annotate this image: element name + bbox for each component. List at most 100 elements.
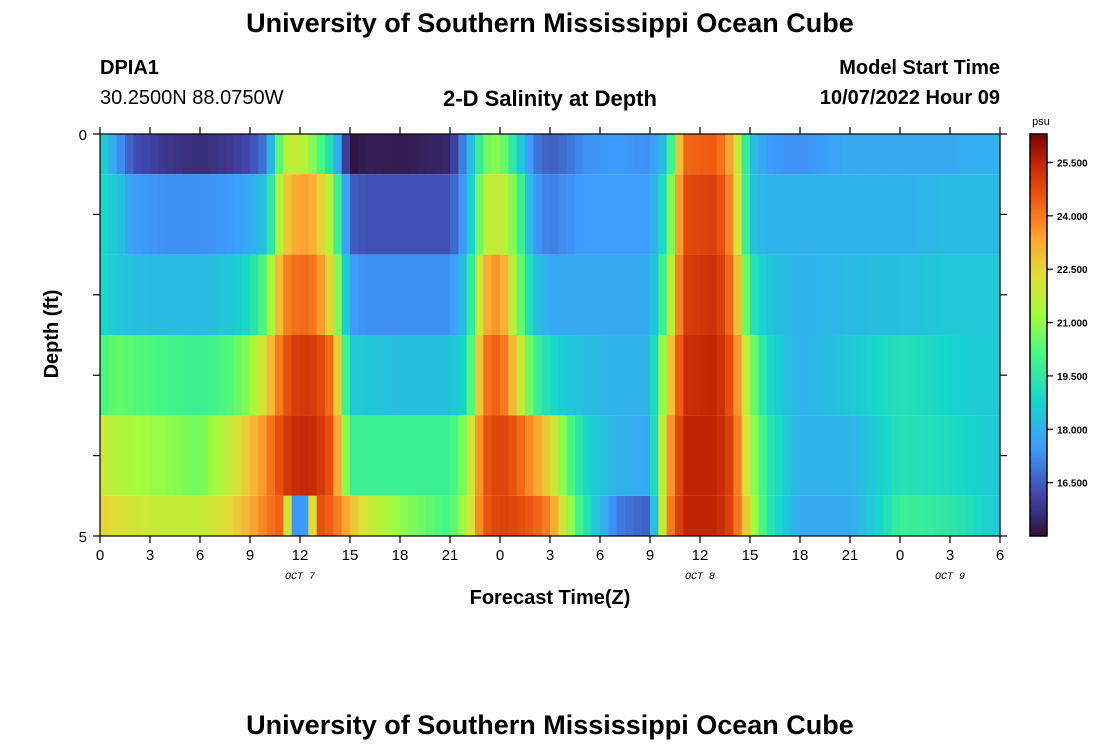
heatmap-cell (633, 415, 643, 496)
heatmap-cell (908, 254, 918, 335)
heatmap-cell (375, 415, 384, 496)
heatmap-cell (883, 335, 893, 416)
heatmap-cell (575, 134, 584, 175)
heatmap-cell (400, 134, 409, 175)
heatmap-cell (466, 415, 476, 496)
heatmap-cell (516, 174, 526, 255)
heatmap-cell (333, 335, 343, 416)
heatmap-cell (891, 335, 901, 416)
heatmap-cell (908, 174, 918, 255)
heatmap-cell (616, 495, 626, 536)
footer-title: University of Southern Mississippi Ocean… (246, 710, 854, 740)
heatmap-cell (858, 134, 868, 175)
heatmap-cell (483, 415, 493, 496)
heatmap-cell (625, 495, 634, 536)
heatmap-cell (316, 335, 326, 416)
heatmap-cell (125, 415, 134, 496)
heatmap-cell (783, 254, 793, 335)
heatmap-cell (791, 134, 801, 175)
colorbar: psu (1029, 116, 1050, 537)
heatmap-cell (883, 134, 893, 175)
heatmap-cell (150, 495, 159, 536)
heatmap-cell (425, 254, 434, 335)
heatmap-cell (758, 495, 768, 536)
date-label: OCT 9 (935, 572, 965, 583)
heatmap-cell (583, 254, 593, 335)
heatmap-cell (433, 495, 443, 536)
heatmap-cell (475, 415, 484, 496)
heatmap-cell (616, 254, 626, 335)
heatmap-cell (291, 134, 301, 175)
heatmap-cell (416, 174, 426, 255)
heatmap-cell (566, 495, 576, 536)
heatmap-cell (933, 415, 943, 496)
heatmap-cell (716, 174, 726, 255)
heatmap-cell (950, 254, 959, 335)
heatmap-cell (300, 134, 309, 175)
heatmap-cell (400, 415, 409, 496)
heatmap-cell (408, 174, 418, 255)
heatmap-cell (958, 134, 968, 175)
heatmap-cell (675, 254, 684, 335)
heatmap-cell (291, 254, 301, 335)
heatmap-cell (183, 254, 193, 335)
heatmap-cell (641, 495, 651, 536)
heatmap-cell (908, 134, 918, 175)
heatmap-cell (591, 134, 601, 175)
heatmap-cell (358, 495, 368, 536)
heatmap-cell (925, 415, 934, 496)
heatmap-cell (950, 415, 959, 496)
heatmap-cell (766, 134, 776, 175)
heatmap-cell (975, 254, 984, 335)
heatmap-cell (200, 335, 209, 416)
heatmap-cell (916, 134, 926, 175)
heatmap-cell (575, 254, 584, 335)
heatmap-cell (791, 495, 801, 536)
heatmap-cell (775, 134, 784, 175)
heatmap-cell (100, 415, 109, 496)
heatmap-cell (366, 415, 376, 496)
heatmap-cell (908, 335, 918, 416)
heatmap-cell (216, 174, 226, 255)
heatmap-cell (666, 174, 676, 255)
heatmap-cell (525, 134, 534, 175)
heatmap-cell (533, 495, 543, 536)
heatmap-cell (858, 254, 868, 335)
heatmap-cell (816, 415, 826, 496)
heatmap-cell (116, 134, 126, 175)
heatmap-cell (875, 134, 884, 175)
heatmap-cell (708, 335, 718, 416)
heatmap-cell (708, 134, 718, 175)
heatmap-cell (883, 254, 893, 335)
heatmap-cell (750, 134, 759, 175)
heatmap-cell (375, 335, 384, 416)
heatmap-cell (283, 335, 293, 416)
heatmap-cell (450, 254, 459, 335)
heatmap-cell (891, 495, 901, 536)
heatmap-cell (308, 335, 318, 416)
heatmap-cell (841, 335, 851, 416)
heatmap-cell (941, 174, 951, 255)
heatmap-cell (900, 174, 909, 255)
heatmap-cell (650, 415, 659, 496)
heatmap-cell (275, 335, 284, 416)
heatmap-cell (775, 415, 784, 496)
heatmap-cell (225, 174, 234, 255)
heatmap-cell (166, 134, 176, 175)
heatmap-cell (216, 254, 226, 335)
heatmap-cell (900, 415, 909, 496)
heatmap-cell (658, 495, 668, 536)
heatmap-cell (641, 134, 651, 175)
heatmap-cell (741, 134, 751, 175)
y-tick-label: 5 (79, 529, 87, 546)
heatmap-cell (491, 134, 501, 175)
heatmap-cell (233, 174, 243, 255)
heatmap-cell (808, 254, 818, 335)
heatmap-cell (850, 174, 859, 255)
heatmap-cell (466, 254, 476, 335)
heatmap-cell (200, 174, 209, 255)
heatmap-cell (633, 335, 643, 416)
heatmap-cell (625, 254, 634, 335)
x-tick-label: 0 (96, 547, 104, 564)
heatmap-cell (208, 415, 218, 496)
